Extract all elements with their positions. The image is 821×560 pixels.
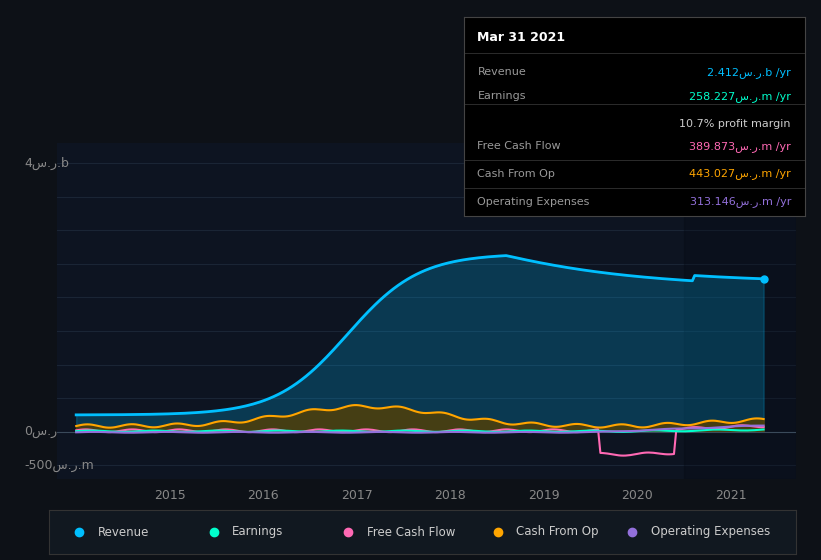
Text: -500س.ر.m: -500س.ر.m (25, 459, 94, 472)
Text: Revenue: Revenue (478, 67, 526, 77)
Text: Operating Expenses: Operating Expenses (651, 525, 770, 539)
Text: Free Cash Flow: Free Cash Flow (367, 525, 455, 539)
Text: Earnings: Earnings (478, 91, 526, 101)
Text: Free Cash Flow: Free Cash Flow (478, 141, 561, 151)
Text: 10.7% profit margin: 10.7% profit margin (680, 119, 791, 129)
Text: 0س.ر: 0س.ر (25, 425, 57, 438)
Text: Cash From Op: Cash From Op (478, 169, 555, 179)
Text: 2.412س.ر.b /yr: 2.412س.ر.b /yr (707, 67, 791, 78)
Text: Operating Expenses: Operating Expenses (478, 197, 589, 207)
Text: 443.027س.ر.m /yr: 443.027س.ر.m /yr (689, 169, 791, 179)
Text: 4س.ر.b: 4س.ر.b (25, 156, 69, 170)
Text: Cash From Op: Cash From Op (516, 525, 599, 539)
Text: Earnings: Earnings (232, 525, 284, 539)
Text: Revenue: Revenue (98, 525, 149, 539)
Text: 313.146س.ر.m /yr: 313.146س.ر.m /yr (690, 196, 791, 207)
Text: 389.873س.ر.m /yr: 389.873س.ر.m /yr (689, 141, 791, 152)
Bar (684, 143, 796, 479)
Text: Mar 31 2021: Mar 31 2021 (478, 31, 566, 44)
Text: 258.227س.ر.m /yr: 258.227س.ر.m /yr (689, 91, 791, 102)
